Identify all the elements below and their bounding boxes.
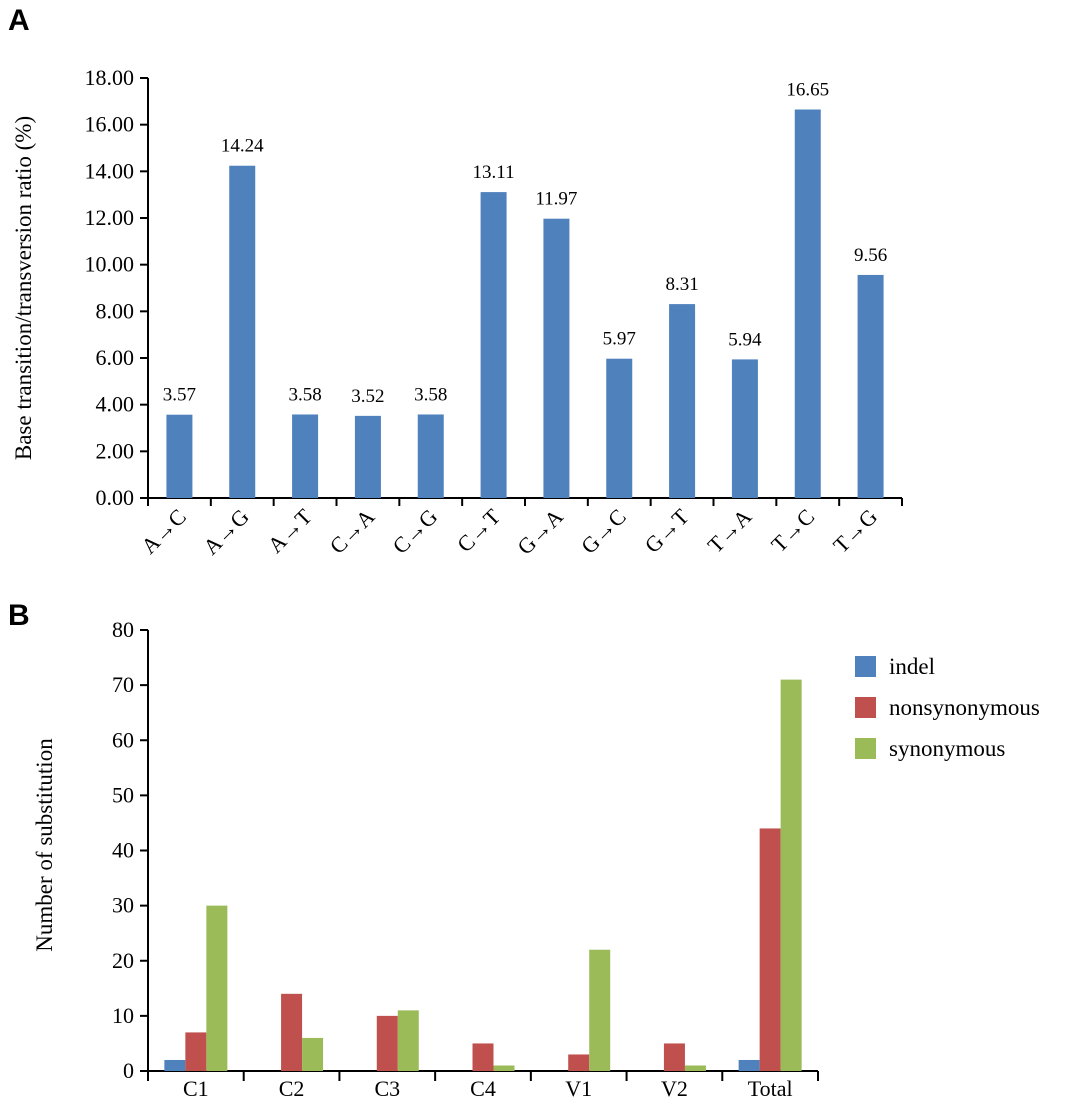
- data-label: 3.58: [414, 384, 447, 405]
- bar-nonsynonymous-V1: [568, 1054, 590, 1071]
- y-tick-label: 16.00: [85, 112, 135, 137]
- chart-a: 0.00 2.00 4.00 6.00 8.00 10.00 12.00 14.00 16.00…: [11, 65, 903, 560]
- x-tick-label: C→G: [387, 504, 442, 559]
- y-tick-label: 14.00: [85, 158, 135, 183]
- x-tick-label: G→C: [576, 504, 631, 559]
- bar-nonsynonymous-Total: [759, 828, 781, 1071]
- legend-label-indel: indel: [889, 654, 935, 679]
- data-label: 3.52: [351, 386, 384, 407]
- data-label: 14.24: [221, 136, 264, 157]
- panel-b-letter: B: [8, 599, 30, 632]
- data-label: 5.94: [728, 329, 762, 350]
- y-tick-label: 12.00: [85, 205, 135, 230]
- x-tick-label: A→T: [263, 503, 317, 557]
- bar-C→A: [354, 415, 381, 498]
- bar-A→G: [229, 165, 256, 498]
- y-tick-label: 0.00: [96, 485, 135, 510]
- y-tick-label: 4.00: [96, 392, 135, 417]
- x-tick-label: A→G: [198, 504, 254, 560]
- bar-G→T: [669, 304, 696, 498]
- x-tick-label: T→A: [702, 504, 756, 558]
- legend-swatch-synonymous: [855, 738, 876, 759]
- x-tick-label: T→G: [828, 504, 882, 558]
- bar-synonymous-C4: [493, 1065, 515, 1071]
- bar-nonsynonymous-C4: [472, 1043, 494, 1071]
- y-tick-label: 70: [112, 672, 134, 697]
- legend-label-synonymous: synonymous: [889, 736, 1005, 761]
- legend-label-nonsynonymous: nonsynonymous: [889, 695, 1040, 720]
- bar-nonsynonymous-C1: [185, 1032, 207, 1071]
- data-label: 8.31: [665, 274, 698, 295]
- x-tick-label: C1: [183, 1076, 209, 1101]
- data-label: 3.58: [288, 384, 321, 405]
- panel-a-letter: A: [8, 4, 30, 37]
- bar-G→C: [606, 358, 633, 498]
- data-label: 16.65: [786, 80, 829, 101]
- x-tick-label: C→T: [452, 503, 506, 557]
- x-tick-label: V2: [661, 1076, 688, 1101]
- y-tick-label: 80: [112, 617, 134, 642]
- y-tick-label: 10.00: [85, 252, 135, 277]
- y-tick-label: 50: [112, 782, 134, 807]
- y-tick-label: 60: [112, 727, 134, 752]
- bar-C→G: [417, 414, 444, 498]
- bar-synonymous-C1: [206, 905, 228, 1071]
- y-axis-title: Number of substitution: [32, 738, 57, 952]
- bar-G→A: [543, 218, 570, 498]
- legend-swatch-nonsynonymous: [855, 697, 876, 718]
- y-tick-label: 6.00: [96, 345, 135, 370]
- y-tick-label: 30: [112, 893, 134, 918]
- x-tick-label: V1: [565, 1076, 592, 1101]
- bar-synonymous-Total: [780, 679, 802, 1071]
- y-tick-label: 2.00: [96, 438, 135, 463]
- bar-A→T: [292, 414, 319, 498]
- legend-swatch-indel: [855, 656, 876, 677]
- legend: indel nonsynonymous synonymous: [855, 654, 1040, 761]
- bar-synonymous-C2: [302, 1037, 324, 1071]
- bar-nonsynonymous-V2: [663, 1043, 685, 1071]
- data-label: 5.97: [603, 329, 636, 350]
- bar-indel-C1: [164, 1059, 186, 1071]
- y-tick-label: 0: [123, 1058, 134, 1083]
- bar-A→C: [166, 414, 193, 498]
- bar-C→T: [480, 192, 507, 498]
- y-tick-label: 8.00: [96, 298, 135, 323]
- y-tick-label: 10: [112, 1003, 134, 1028]
- bar-T→C: [794, 109, 821, 498]
- y-tick-label: 18.00: [85, 65, 135, 90]
- x-tick-label: G→A: [512, 504, 568, 560]
- y-axis-title: Base transition/transversion ratio (%): [11, 116, 36, 460]
- x-tick-label: C→A: [325, 504, 380, 559]
- x-tick-label: C2: [279, 1076, 305, 1101]
- bar-T→A: [731, 359, 758, 498]
- x-tick-label: Total: [748, 1076, 793, 1101]
- bar-synonymous-V1: [589, 949, 611, 1071]
- data-label: 9.56: [854, 245, 887, 266]
- x-tick-label: C3: [374, 1076, 400, 1101]
- data-label: 3.57: [163, 385, 196, 406]
- data-label: 11.97: [535, 189, 577, 210]
- chart-b: 0 10 20 30 40 50 60 70 80 C1 C2 C3 C4 V1 V2 Total Number…: [32, 617, 1040, 1101]
- bar-nonsynonymous-C2: [281, 993, 303, 1071]
- y-tick-label: 20: [112, 948, 134, 973]
- y-tick-label: 40: [112, 838, 134, 863]
- bar-indel-Total: [738, 1059, 760, 1071]
- x-tick-label: C4: [470, 1076, 496, 1101]
- bar-synonymous-V2: [684, 1065, 706, 1071]
- x-tick-label: T→C: [766, 504, 819, 557]
- bar-T→G: [857, 274, 884, 498]
- bar-synonymous-C3: [397, 1010, 419, 1071]
- x-tick-label: A→C: [136, 504, 191, 559]
- bar-nonsynonymous-C3: [376, 1015, 398, 1071]
- data-label: 13.11: [473, 162, 515, 183]
- x-tick-label: G→T: [640, 503, 694, 557]
